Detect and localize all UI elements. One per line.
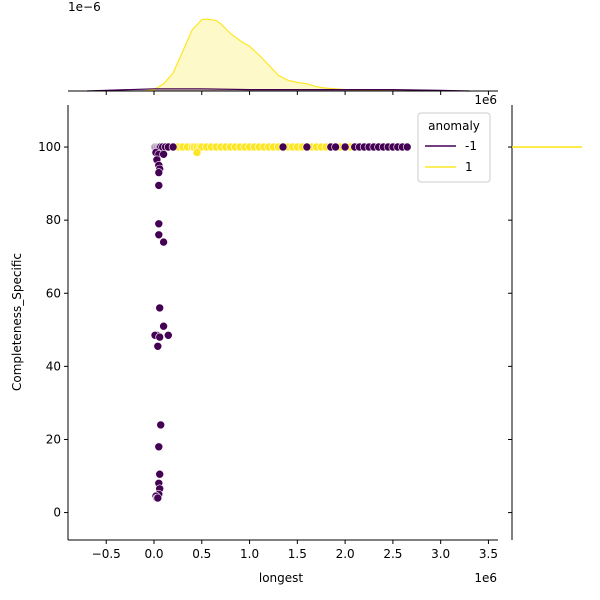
scatter-point-neg1: [302, 142, 312, 152]
x-tick-label: 2.5: [383, 547, 402, 561]
y-tick-label: 0: [53, 506, 61, 520]
scatter-point-neg1: [154, 219, 164, 229]
y-tick-label: 60: [46, 286, 61, 300]
scatter-point-1: [192, 148, 202, 157]
y-tick-label: 100: [38, 140, 61, 154]
legend-frame: [417, 112, 491, 183]
legend-title: anomaly: [428, 119, 480, 133]
legend: anomaly -1 1: [417, 112, 491, 183]
x-tick-label: 0.5: [192, 547, 211, 561]
scatter-point-neg1: [278, 142, 288, 152]
y-tick-label: 80: [46, 213, 61, 227]
x-tick-label: −0.5: [92, 547, 121, 561]
scatter-point-neg1: [154, 230, 164, 240]
scatter-point-neg1: [156, 420, 165, 430]
scatter-point-neg1: [331, 142, 340, 152]
y-tick-label: 40: [46, 359, 61, 373]
scatter-point-neg1: [153, 493, 163, 503]
right-marginal-y-ticks: [508, 146, 512, 514]
scatter-point-neg1: [155, 303, 164, 313]
right-marginal-panel: 1e6: [474, 93, 582, 540]
main-plot-panel: −0.5 0.0 0.5 1.0 1.5 2.0 2.5 3.0 3.5 02040608010…: [10, 105, 498, 585]
x-axis-label: longest: [259, 571, 304, 585]
density-line-neg1: [87, 88, 470, 92]
scatter-point-neg1: [168, 142, 178, 152]
x-tick-label: 1.0: [240, 547, 259, 561]
x-axis-offset-label: 1e6: [474, 571, 497, 585]
top-marginal-offset-label: 1e−6: [68, 0, 101, 14]
scatter-point-neg1: [340, 142, 350, 152]
x-tick-label: 2.0: [336, 547, 355, 561]
y-axis-ticks: 0 20 40 60 80 100: [38, 140, 68, 520]
legend-label-neg1: -1: [465, 139, 477, 153]
y-tick-label: 20: [46, 432, 61, 446]
scatter-points: [150, 142, 412, 503]
x-tick-label: 3.5: [479, 547, 498, 561]
legend-label-1: 1: [465, 160, 473, 174]
top-marginal-density-lines: [87, 18, 470, 92]
top-marginal-x-ticks: [105, 91, 489, 95]
scatter-point-neg1: [154, 181, 164, 190]
density-fill-1: [144, 19, 412, 91]
scatter-point-neg1: [154, 442, 164, 452]
x-tick-label: 0.0: [144, 547, 163, 561]
x-axis-ticks: −0.5 0.0 0.5 1.0 1.5 2.0 2.5 3.0 3.5: [92, 540, 498, 561]
y-axis-label: Completeness_Specific: [10, 253, 24, 391]
scatter-point-neg1: [164, 330, 173, 340]
top-marginal-panel: 1e−6: [68, 0, 498, 95]
scatter-point-neg1: [155, 332, 164, 342]
scatter-point-neg1: [154, 168, 164, 177]
scatter-point-neg1: [159, 150, 168, 159]
scatter-point-neg1: [402, 142, 412, 152]
top-marginal-density-fills: [87, 19, 470, 91]
scatter-point-neg1: [159, 237, 168, 247]
x-tick-label: 1.5: [288, 547, 307, 561]
x-tick-label: 3.0: [431, 547, 450, 561]
scatter-point-neg1: [159, 321, 168, 331]
right-marginal-offset-label: 1e6: [474, 93, 497, 107]
scatter-point-neg1: [155, 469, 164, 479]
scatter-point-neg1: [153, 341, 163, 351]
